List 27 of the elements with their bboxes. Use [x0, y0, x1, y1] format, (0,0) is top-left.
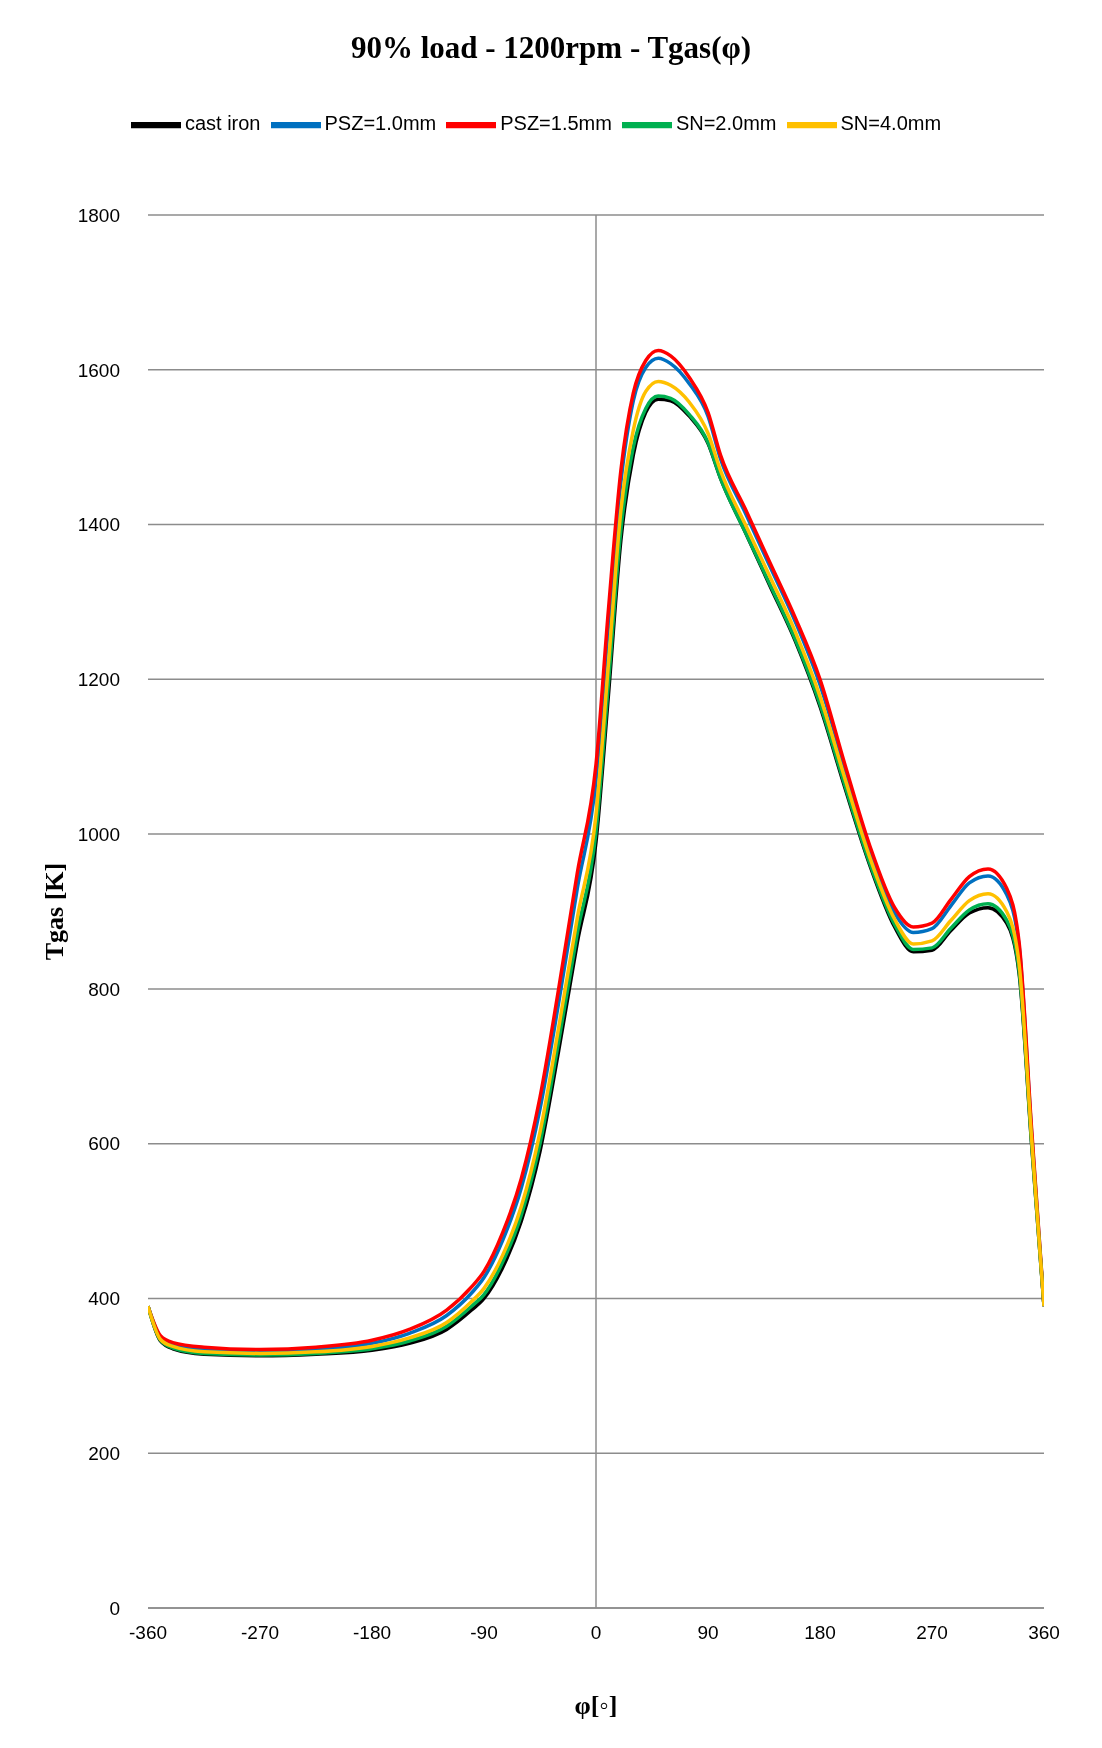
x-tick-label: 360: [1028, 1622, 1060, 1644]
y-tick-label: 0: [109, 1597, 120, 1619]
y-tick-label: 1000: [77, 823, 120, 845]
legend-label: SN=2.0mm: [675, 112, 777, 135]
x-tick-label: -270: [240, 1622, 280, 1644]
y-tick-label: 1200: [77, 669, 120, 691]
y-tick-label: 600: [88, 1133, 120, 1155]
legend-label: SN=4.0mm: [840, 112, 942, 135]
legend-label: cast iron: [184, 112, 261, 135]
legend-label: PSZ=1.0mm: [324, 112, 437, 135]
y-axis-title: Tgas [K]: [40, 862, 70, 961]
x-tick-label: 90: [697, 1622, 719, 1644]
y-tick-label: 1600: [77, 359, 120, 381]
x-tick-label: -90: [470, 1622, 498, 1644]
x-tick-label: -180: [352, 1622, 392, 1644]
chart-title: 90% load - 1200rpm - Tgas(φ): [349, 30, 753, 66]
x-tick-label: -360: [128, 1622, 168, 1644]
y-tick-label: 200: [88, 1442, 120, 1464]
y-tick-label: 1800: [77, 204, 120, 226]
legend-label: PSZ=1.5mm: [500, 112, 612, 135]
x-tick-label: 0: [590, 1622, 602, 1644]
x-tick-label: 270: [916, 1622, 948, 1644]
x-axis-title: φ[◦]: [574, 1691, 618, 1721]
y-tick-label: 400: [88, 1288, 120, 1310]
x-tick-label: 180: [804, 1622, 836, 1644]
y-tick-label: 1400: [77, 514, 120, 536]
y-tick-label: 800: [88, 978, 120, 1000]
